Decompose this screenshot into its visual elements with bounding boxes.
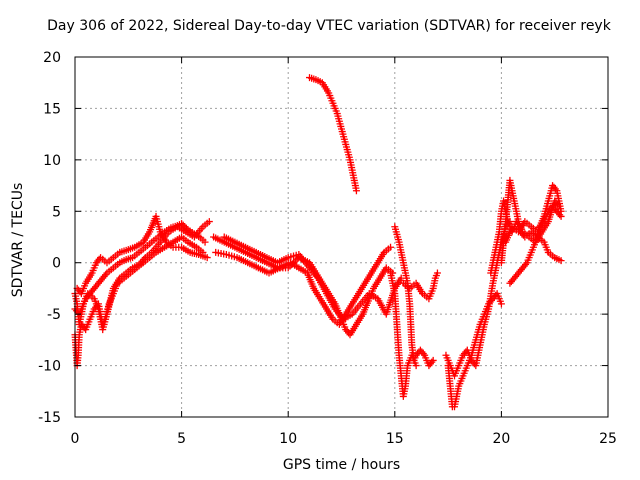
data-point bbox=[203, 254, 211, 262]
y-tick-label: 10 bbox=[43, 153, 61, 169]
x-tick-label: 15 bbox=[386, 431, 404, 447]
y-tick-label: -15 bbox=[38, 410, 61, 426]
y-tick-label: 20 bbox=[43, 50, 61, 66]
x-tick-label: 20 bbox=[492, 431, 510, 447]
x-tick-label: 0 bbox=[71, 431, 80, 447]
data-point bbox=[201, 238, 209, 246]
data-point bbox=[557, 212, 565, 220]
data-markers bbox=[71, 74, 565, 411]
x-axis-label: GPS time / hours bbox=[282, 457, 401, 473]
y-tick-label: -5 bbox=[47, 307, 61, 323]
data-point bbox=[412, 362, 420, 370]
data-point bbox=[429, 356, 437, 364]
data-point bbox=[433, 269, 441, 277]
chart-title: Day 306 of 2022, Sidereal Day-to-day VTE… bbox=[47, 18, 611, 34]
data-point bbox=[387, 243, 395, 251]
y-tick-label: 15 bbox=[43, 101, 61, 117]
plot-border bbox=[74, 56, 609, 418]
y-tick-label: -10 bbox=[38, 359, 61, 375]
x-tick-label: 10 bbox=[279, 431, 297, 447]
data-point bbox=[497, 300, 505, 308]
y-tick-label: 5 bbox=[52, 204, 61, 220]
data-point bbox=[557, 257, 565, 265]
data-point bbox=[555, 202, 563, 210]
y-tick-label: 0 bbox=[52, 256, 61, 272]
axis-ticks: 0 5 10 15 20 25 -15 -10 -5 0 5 10 15 20 bbox=[38, 50, 617, 447]
plot-frame bbox=[74, 56, 609, 418]
data-point bbox=[352, 187, 360, 195]
x-tick-label: 25 bbox=[599, 431, 617, 447]
x-tick-label: 5 bbox=[177, 431, 186, 447]
data-point bbox=[205, 218, 213, 226]
